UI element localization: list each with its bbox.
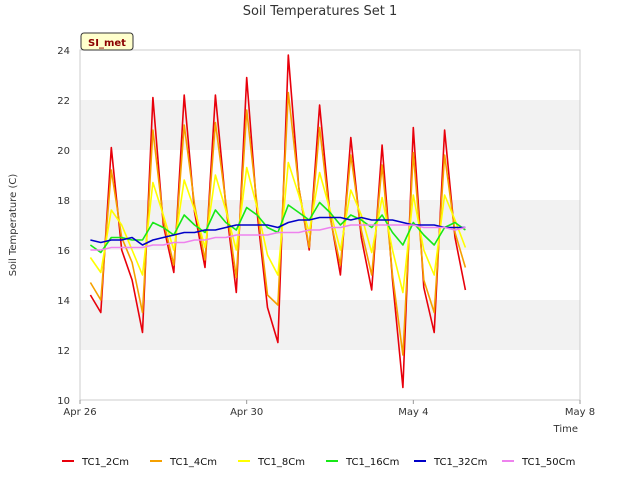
legend-label: TC1_8Cm: [257, 457, 305, 468]
legend-label: TC1_4Cm: [169, 457, 217, 468]
x-axis-ticks: Apr 26 Apr 30 May 4 May 8: [63, 400, 595, 418]
legend: TC1_2Cm TC1_4Cm TC1_8Cm TC1_16Cm TC1_32Cm TC1…: [62, 457, 575, 468]
site-badge-label: SI_met: [88, 38, 126, 49]
grid-band: [80, 250, 580, 300]
plot-frame: [79, 49, 581, 401]
y-tick-label: 16: [57, 246, 70, 257]
legend-label: TC1_2Cm: [81, 457, 129, 468]
chart-title: Soil Temperatures Set 1: [243, 4, 398, 19]
y-axis-label: Soil Temperature (C): [8, 174, 19, 277]
y-tick-label: 20: [57, 146, 70, 157]
grid-band: [80, 100, 580, 150]
x-tick-label: Apr 26: [63, 407, 96, 418]
legend-label: TC1_50Cm: [521, 457, 575, 468]
grid-band: [80, 300, 580, 350]
series-line-tc1-2cm: [89, 54, 467, 389]
site-badge: SI_met: [80, 32, 134, 51]
x-tick-label: Apr 30: [230, 407, 263, 418]
legend-label: TC1_32Cm: [433, 457, 487, 468]
y-tick-label: 18: [57, 196, 70, 207]
plot-background-bands: [80, 50, 580, 400]
y-tick-label: 22: [57, 96, 70, 107]
y-axis-ticks: 10 12 14 16 18 20 22 24: [57, 46, 70, 407]
series-line-tc1-32cm: [90, 216, 466, 246]
y-tick-label: 24: [57, 46, 70, 57]
y-tick-label: 14: [57, 296, 70, 307]
y-tick-label: 12: [57, 346, 70, 357]
series-line-tc1-50cm: [90, 224, 466, 251]
x-tick-label: May 4: [398, 407, 428, 418]
x-axis-label: Time: [553, 424, 578, 435]
grid-band: [80, 350, 580, 400]
grid-band: [80, 50, 580, 100]
site-badge-box: [80, 32, 134, 51]
legend-label: TC1_16Cm: [345, 457, 399, 468]
series-lines: [89, 54, 467, 389]
series-line-tc1-8cm: [89, 161, 467, 294]
y-tick-label: 10: [57, 396, 70, 407]
x-tick-label: May 8: [565, 407, 595, 418]
grid-band: [80, 150, 580, 200]
series-line-tc1-4cm: [89, 91, 467, 356]
